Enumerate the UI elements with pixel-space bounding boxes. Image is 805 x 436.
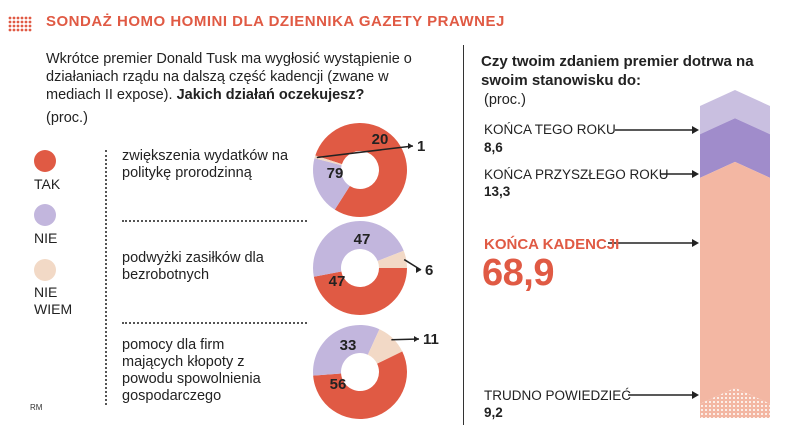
donut-1-value-3: 1: [417, 138, 425, 155]
legend-divider: [105, 150, 107, 405]
donut-2-slice-2: [313, 220, 404, 277]
legend-label-nie-wiem: NIE WIEM: [34, 284, 73, 317]
stack-segment-1: [700, 90, 770, 135]
stack-segment-3: [700, 161, 770, 404]
donut-2-slice-1: [313, 268, 407, 316]
bar-label-1: KOŃCA TEGO ROKU: [484, 122, 616, 137]
stack-arrow-icon-1: [692, 126, 699, 134]
donut-2-value-2: 47: [354, 231, 371, 248]
bar-value-4: 9,2: [484, 405, 503, 420]
bar-value-1: 8,6: [484, 140, 503, 155]
category-label-2: podwyżki zasiłków dla bezrobotnych: [122, 250, 264, 283]
bar-value-3: 68,9: [482, 252, 554, 294]
stack-segment-2: [700, 118, 770, 178]
left-question: Wkrótce premier Donald Tusk ma wygłosić …: [46, 50, 446, 104]
legend-label-tak: TAK: [34, 176, 61, 192]
stack-segment-4: [700, 387, 770, 418]
donut-1-slice-1: [315, 123, 407, 217]
donut-3-slice-1: [313, 351, 407, 420]
donut-3-arrow-icon: [414, 336, 419, 342]
stack-arrow-icon-3: [692, 239, 699, 247]
bar-label-2: KOŃCA PRZYSZŁEGO ROKU: [484, 167, 669, 182]
bar-value-2: 13,3: [484, 184, 511, 199]
legend-dot-nie: [34, 204, 56, 226]
category-label-1: zwiększenia wydatków na politykę prorodz…: [122, 148, 289, 181]
header-dots-icon: [8, 16, 32, 32]
donut-2-leader-line: [403, 258, 422, 271]
donut-charts: 79 20 1 47 47 6 56 33 11: [313, 123, 439, 420]
stack-arrow-icon-2: [692, 170, 699, 178]
donut-3-slice-3: [367, 329, 403, 364]
donut-2-slice-3: [377, 250, 407, 268]
left-question-text: Wkrótce premier Donald Tusk ma wygłosić …: [46, 51, 412, 103]
row-separator-2: [122, 322, 307, 324]
donut-2-value-3: 6: [425, 262, 433, 279]
right-question: Czy twoim zdaniem premier dotrwa na swoi…: [481, 53, 754, 89]
donut-2-arrow-icon: [416, 267, 421, 273]
bar-label-4: TRUDNO POWIEDZIEĆ: [484, 388, 631, 403]
row-separator-1: [122, 220, 307, 222]
donut-1-value-1: 79: [327, 165, 344, 182]
donut-1-leader-line: [316, 145, 414, 159]
legend-label-nie: NIE: [34, 230, 58, 246]
legend-dot-tak: [34, 150, 56, 172]
bar-label-3: KOŃCA KADENCJI: [484, 236, 620, 253]
donut-3-value-3: 11: [423, 331, 439, 348]
donut-1-arrow-icon: [408, 143, 413, 149]
donut-3-value-1: 56: [330, 376, 347, 393]
donut-3-value-2: 33: [340, 337, 357, 354]
left-unit: (proc.): [46, 110, 88, 126]
category-label-3: pomocy dla firm mających kłopoty z powod…: [122, 337, 261, 404]
column-divider: [463, 45, 464, 425]
stacked-column-chart: [608, 90, 770, 418]
donut-2-value-1: 47: [329, 273, 346, 290]
legend-dot-nie-wiem: [34, 259, 56, 281]
donut-1-value-2: 20: [372, 131, 389, 148]
right-unit: (proc.): [484, 92, 526, 108]
donut-3-slice-2: [313, 325, 380, 376]
stack-arrow-icon-4: [692, 391, 699, 399]
credit-label: RM: [30, 403, 43, 412]
left-question-bold: Jakich działań oczekujesz?: [176, 87, 365, 103]
donut-1-slice-2: [313, 158, 350, 210]
header-title: SONDAŻ HOMO HOMINI DLA DZIENNIKA GAZETY …: [46, 13, 505, 30]
donut-1-slice-3: [314, 155, 342, 166]
